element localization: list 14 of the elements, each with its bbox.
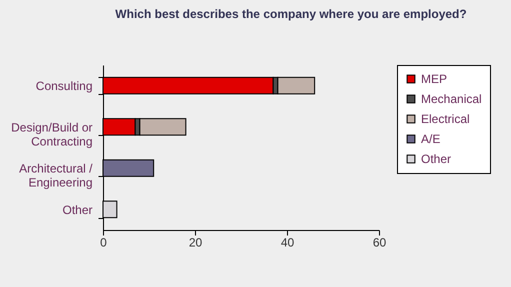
legend-label: Electrical [421,112,470,126]
legend-label: Other [421,152,452,166]
y-tick-label: Design/Build or Contracting [11,120,93,148]
x-tick-label: 0 [100,236,108,250]
legend-label: MEP [421,72,448,86]
chart-title: Which best describes the company where you are employed? [115,7,467,21]
legend-label: A/E [421,132,440,146]
x-tick-label: 20 [188,236,202,250]
x-tick-label: 60 [372,236,386,250]
legend-label: Mechanical [421,92,482,106]
y-tick-label: Consulting [36,79,92,94]
x-tick-label: 40 [280,236,294,250]
y-tick-label: Other [62,202,92,217]
y-tick-label: Architectural / Engineering [19,162,94,190]
